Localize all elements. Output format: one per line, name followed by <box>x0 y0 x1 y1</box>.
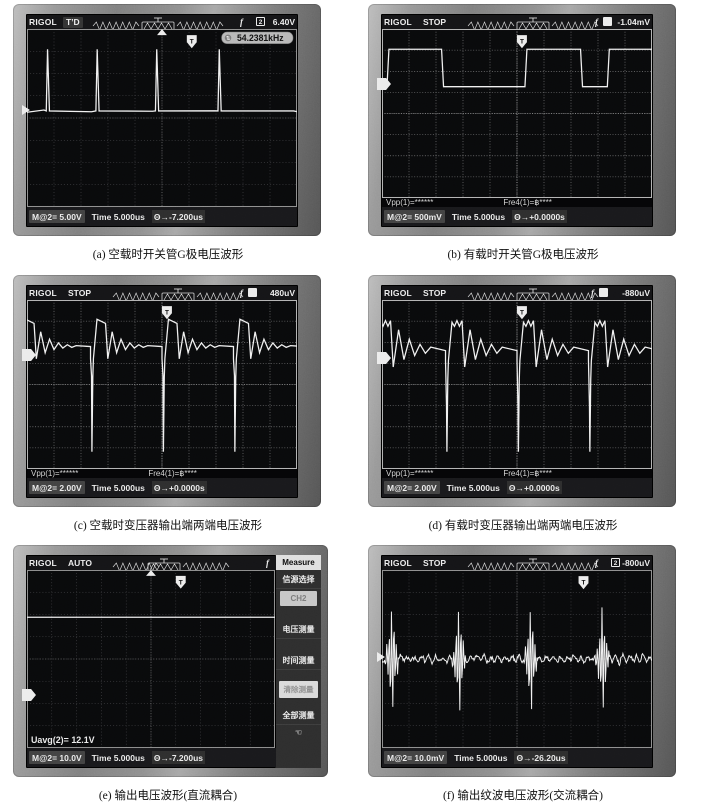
svg-text:⇅: ⇅ <box>226 36 230 42</box>
svg-text:T: T <box>190 39 194 46</box>
svg-text:T: T <box>165 310 169 317</box>
svg-text:54.2381kHz: 54.2381kHz <box>237 33 284 43</box>
svg-text:Uavg(2)= 12.1V: Uavg(2)= 12.1V <box>31 735 95 745</box>
svg-text:T: T <box>582 580 586 587</box>
svg-text:T: T <box>520 39 524 46</box>
svg-text:T: T <box>179 579 183 586</box>
svg-text:T: T <box>520 310 524 317</box>
